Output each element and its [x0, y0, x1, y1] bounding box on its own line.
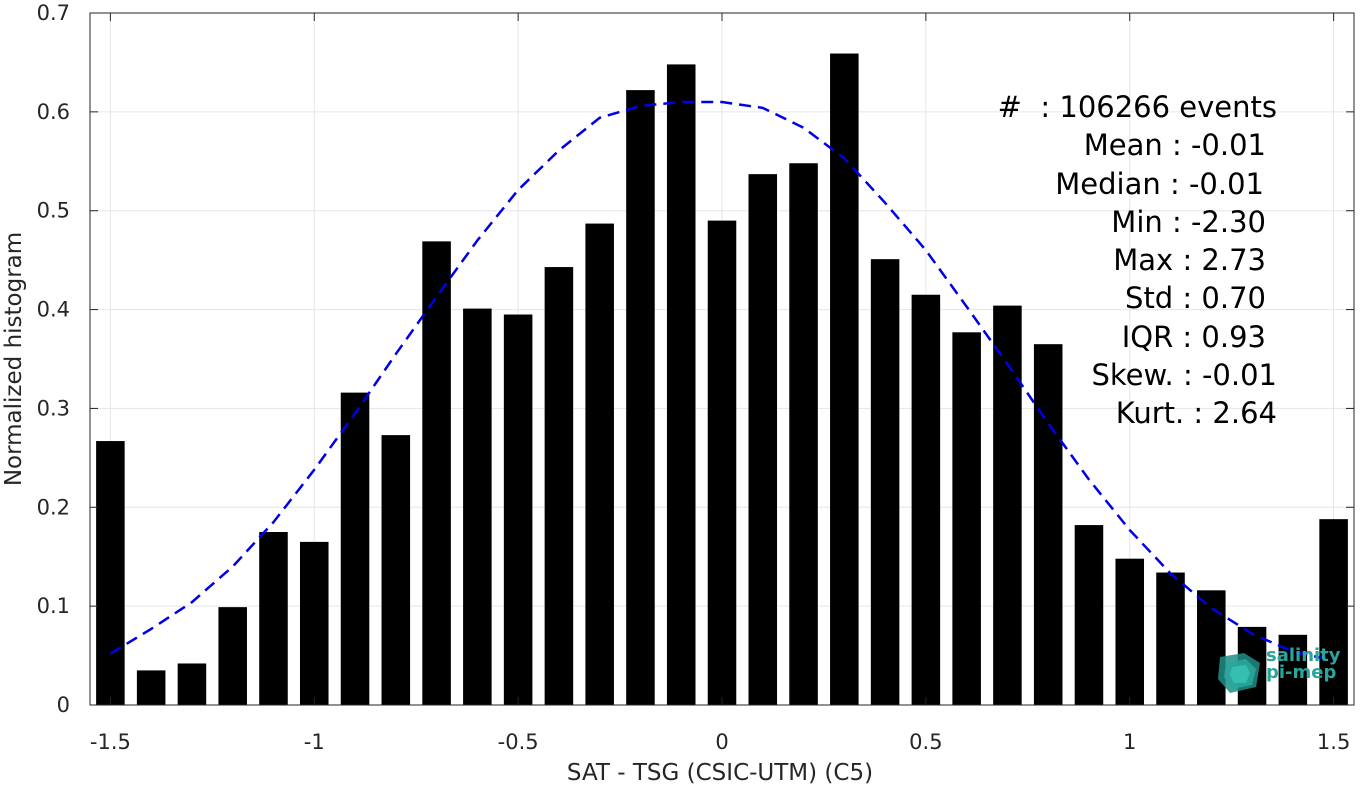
stat-median: Median : -0.01	[1055, 166, 1264, 201]
stat-max: Max : 2.73	[1113, 243, 1266, 278]
grid-lines	[90, 12, 1354, 706]
stat-skew: Skew. : -0.01	[1091, 358, 1277, 393]
y-axis-label: Normalized histogram	[1, 232, 27, 486]
histogram-bar	[1074, 525, 1104, 705]
histogram-bar	[340, 392, 370, 705]
histogram-bar	[544, 267, 574, 705]
histogram-bar	[1156, 572, 1185, 705]
logo-line-1: salinity	[1266, 645, 1341, 666]
histogram-bar	[830, 53, 859, 705]
histogram-bar	[1319, 519, 1348, 705]
histogram-bar	[381, 435, 411, 705]
y-tick-label: 0	[57, 693, 70, 717]
stat-iqr: IQR : 0.93	[1121, 319, 1266, 354]
x-axis-label: SAT - TSG (CSIC-UTM) (C5)	[567, 760, 873, 785]
stat-kurt: Kurt. : 2.64	[1115, 396, 1277, 431]
histogram-bar	[952, 332, 981, 705]
logo-text: salinity pi-mep	[1266, 645, 1341, 683]
histogram-bar	[299, 541, 329, 705]
x-tick-label: 0.5	[909, 730, 942, 754]
stat-std: Std : 0.70	[1125, 281, 1266, 316]
y-tick-label: 0.3	[37, 396, 70, 420]
y-tick-label: 0.6	[37, 100, 70, 124]
histogram-bar	[911, 294, 941, 705]
histogram-bar	[707, 220, 737, 705]
histogram-bar	[870, 259, 900, 705]
x-tick-label: 0	[715, 730, 728, 754]
y-axis-ticks: 0 0.1 0.2 0.3 0.4 0.5 0.6 0.7	[37, 1, 1354, 717]
histogram-bar	[422, 241, 451, 706]
y-tick-label: 0.5	[37, 199, 70, 223]
stat-events: # : 106266 events	[997, 90, 1277, 124]
histogram-bar	[218, 607, 247, 705]
histogram-bar	[748, 174, 778, 705]
histogram-bar	[503, 314, 533, 705]
stat-mean: Mean : -0.01	[1083, 128, 1266, 163]
histogram-bar	[96, 441, 125, 705]
logo-line-2: pi-mep	[1266, 662, 1337, 683]
histogram-bar	[789, 163, 818, 705]
y-tick-label: 0.2	[37, 495, 70, 519]
statistics-panel: # : 106266 events Mean : -0.01 Median : …	[998, 88, 1277, 433]
histogram-bar	[1033, 344, 1063, 705]
histogram-bar	[993, 305, 1022, 705]
x-tick-label: -1.5	[90, 730, 131, 754]
x-tick-label: -0.5	[498, 730, 539, 754]
x-tick-label: -1	[304, 730, 325, 754]
y-tick-label: 0.7	[37, 1, 70, 25]
histogram-bar	[463, 308, 492, 705]
histogram-bar	[666, 64, 696, 706]
histogram-bar	[259, 532, 288, 705]
stat-min: Min : -2.30	[1111, 204, 1266, 239]
logo-mark-icon	[1218, 653, 1260, 693]
y-tick-label: 0.4	[37, 298, 70, 322]
histogram-bar	[136, 670, 166, 705]
histogram-bars	[96, 53, 1348, 706]
salinity-pi-mep-logo: salinity pi-mep	[1216, 645, 1346, 695]
x-tick-label: 1	[1123, 730, 1136, 754]
histogram-bar	[585, 223, 614, 705]
histogram-bar	[626, 90, 655, 705]
x-tick-label: 1.5	[1317, 730, 1350, 754]
histogram-bar	[1115, 558, 1145, 705]
y-tick-label: 0.1	[37, 594, 70, 618]
x-axis-ticks: -1.5 -1 -0.5 0 0.5 1 1.5	[90, 13, 1350, 754]
histogram-bar	[177, 663, 207, 705]
normal-fit-curve	[109, 100, 1334, 662]
